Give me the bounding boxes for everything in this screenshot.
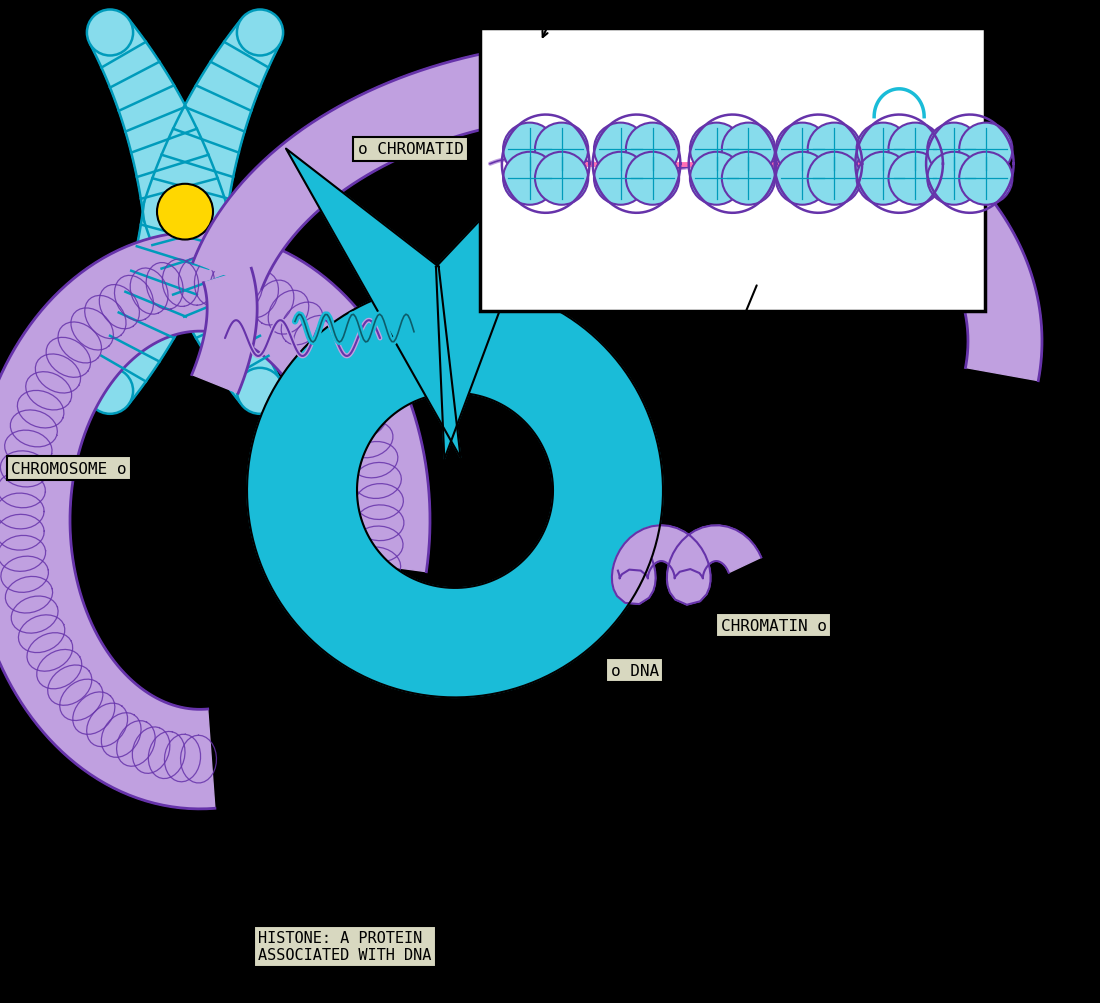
Circle shape xyxy=(87,368,133,414)
Polygon shape xyxy=(612,526,761,605)
Text: o CHROMATID: o CHROMATID xyxy=(358,141,463,156)
Circle shape xyxy=(776,123,829,177)
Circle shape xyxy=(722,123,776,177)
Circle shape xyxy=(535,152,589,206)
Circle shape xyxy=(535,123,589,177)
Polygon shape xyxy=(436,127,569,459)
Circle shape xyxy=(889,123,942,177)
Circle shape xyxy=(236,10,283,56)
Circle shape xyxy=(626,152,679,206)
Circle shape xyxy=(959,152,1012,206)
Circle shape xyxy=(927,152,980,206)
Circle shape xyxy=(594,123,647,177)
Polygon shape xyxy=(144,203,279,404)
Text: CHROMOSOME o: CHROMOSOME o xyxy=(11,461,127,476)
Text: o DNA: o DNA xyxy=(610,663,659,678)
Circle shape xyxy=(503,152,557,206)
Circle shape xyxy=(690,123,744,177)
Polygon shape xyxy=(90,203,226,404)
Circle shape xyxy=(807,152,861,206)
Text: CHROMATIN o: CHROMATIN o xyxy=(720,618,826,633)
Circle shape xyxy=(857,123,910,177)
Circle shape xyxy=(626,123,679,177)
Circle shape xyxy=(690,152,744,206)
Circle shape xyxy=(807,123,861,177)
Polygon shape xyxy=(191,269,257,394)
Polygon shape xyxy=(90,21,226,222)
Circle shape xyxy=(927,123,980,177)
Circle shape xyxy=(594,152,647,206)
Circle shape xyxy=(236,368,283,414)
Circle shape xyxy=(87,10,133,56)
Polygon shape xyxy=(286,149,461,458)
Polygon shape xyxy=(248,287,663,698)
Circle shape xyxy=(503,123,557,177)
Text: HISTONE: A PROTEIN
ASSOCIATED WITH DNA: HISTONE: A PROTEIN ASSOCIATED WITH DNA xyxy=(258,930,432,962)
Circle shape xyxy=(722,152,776,206)
Circle shape xyxy=(889,152,942,206)
Polygon shape xyxy=(144,21,279,222)
Polygon shape xyxy=(0,233,430,809)
Circle shape xyxy=(157,185,213,241)
Circle shape xyxy=(776,152,829,206)
Circle shape xyxy=(959,123,1012,177)
Circle shape xyxy=(857,152,910,206)
FancyBboxPatch shape xyxy=(480,28,984,312)
Polygon shape xyxy=(192,41,1042,381)
